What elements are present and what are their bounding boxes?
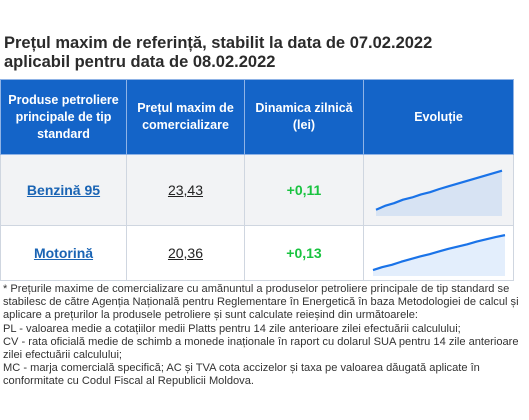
header-products: Produse petroliere principale de tip sta… xyxy=(0,79,127,155)
header-daily-change: Dinamica zilnică (lei) xyxy=(244,79,364,155)
trend-sparkline xyxy=(372,234,505,276)
header-trend: Evoluție xyxy=(363,79,514,155)
trend-cell xyxy=(363,225,514,281)
price-table: Produse petroliere principale de tip sta… xyxy=(0,79,514,281)
trend-area xyxy=(375,170,502,216)
title-line-1: Prețul maxim de referință, stabilit la d… xyxy=(4,34,433,52)
price-value[interactable]: 23,43 xyxy=(167,182,204,198)
trend-area xyxy=(372,235,505,276)
table-row: Benzină 95 23,43 +0,11 xyxy=(0,154,514,226)
table-header-row: Produse petroliere principale de tip sta… xyxy=(0,79,514,155)
footnote-intro: * Prețurile maxime de comercializare cu … xyxy=(3,283,519,322)
trend-sparkline xyxy=(375,169,502,216)
price-cell: 23,43 xyxy=(126,154,245,226)
title-line-2: aplicabil pentru data de 08.02.2022 xyxy=(4,53,276,71)
product-link-motorina[interactable]: Motorină xyxy=(33,245,94,261)
product-cell: Motorină xyxy=(0,225,127,281)
trend-cell xyxy=(363,154,514,226)
change-cell: +0,11 xyxy=(244,154,364,226)
daily-change-value: +0,13 xyxy=(286,245,322,261)
change-cell: +0,13 xyxy=(244,225,364,281)
table-row: Motorină 20,36 +0,13 xyxy=(0,225,514,281)
price-cell: 20,36 xyxy=(126,225,245,281)
header-max-price: Prețul maxim de comercializare xyxy=(126,79,245,155)
footnote-mc: MC - marja comercială specifică; AC și T… xyxy=(3,362,480,388)
footnote-pl: PL - valoarea medie a cotațiilor medii P… xyxy=(3,322,461,335)
price-value[interactable]: 20,36 xyxy=(167,245,204,261)
trend-line xyxy=(375,169,502,211)
daily-change-value: +0,11 xyxy=(286,182,322,198)
footnote: * Prețurile maxime de comercializare cu … xyxy=(3,283,521,389)
footnote-cv: CV - rata oficială medie de schimb a mon… xyxy=(3,335,519,362)
product-link-benzina-95[interactable]: Benzină 95 xyxy=(26,182,101,198)
product-cell: Benzină 95 xyxy=(0,154,127,226)
page-title: Prețul maxim de referință, stabilit la d… xyxy=(4,34,524,72)
trend-line xyxy=(372,234,505,272)
